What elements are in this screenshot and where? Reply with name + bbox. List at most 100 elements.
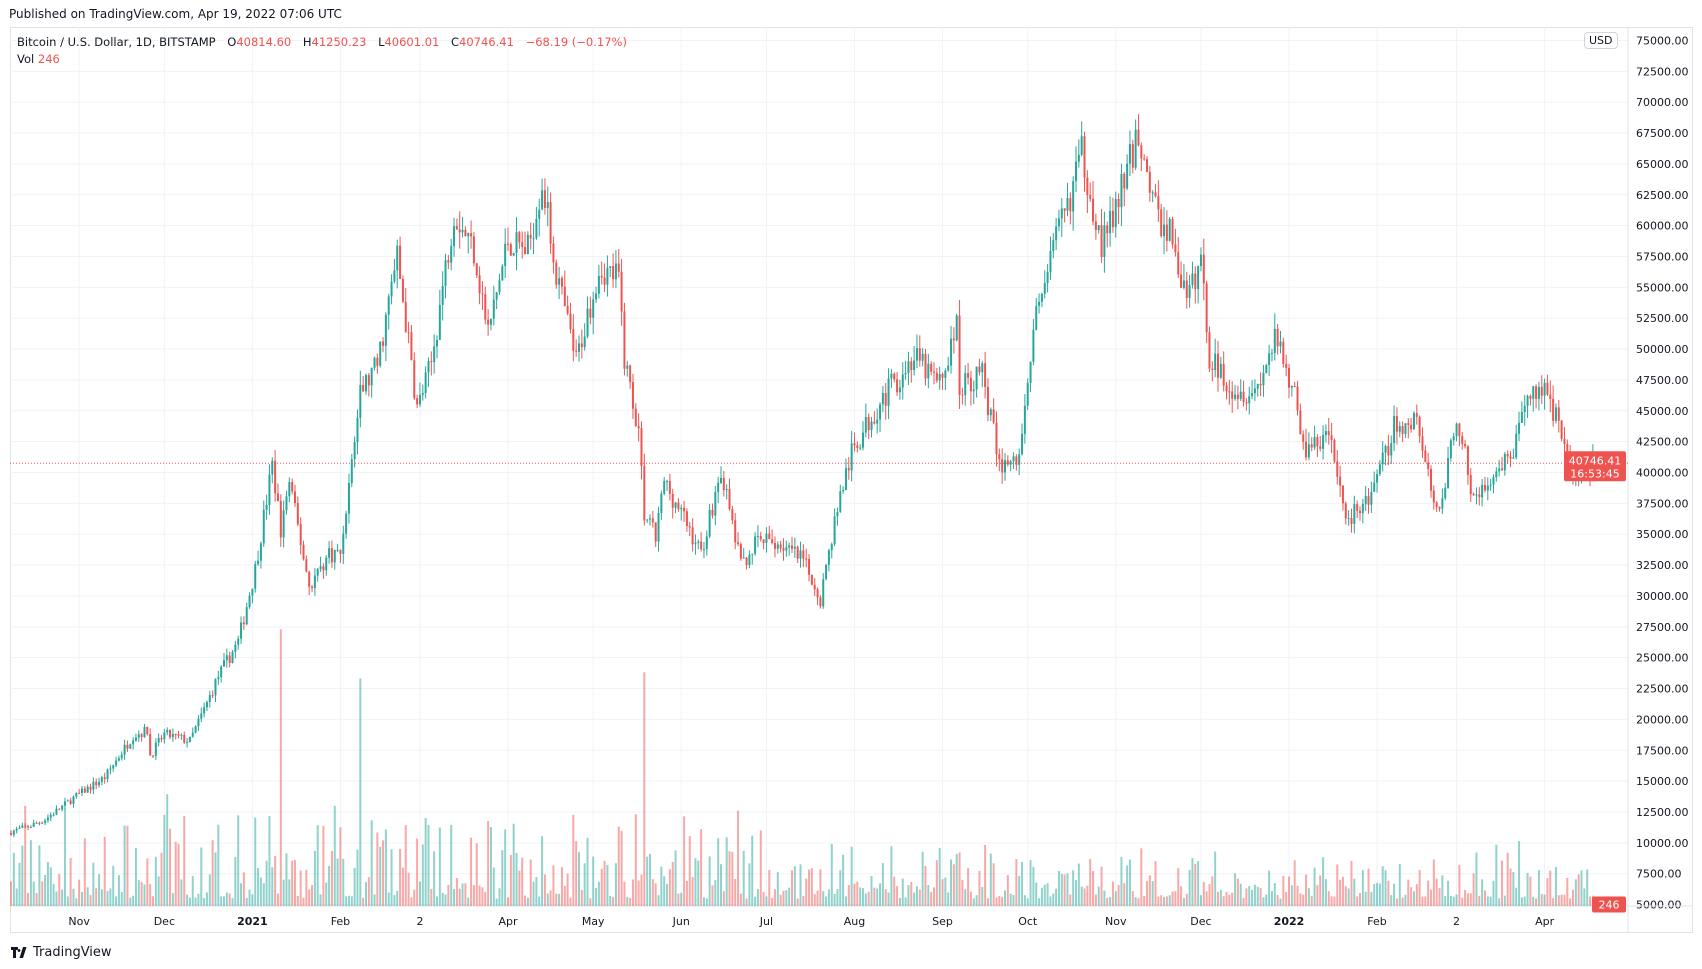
candle-body	[132, 740, 135, 745]
volume-bar	[751, 835, 754, 906]
candle-body	[1415, 413, 1418, 417]
volume-bar	[992, 863, 995, 906]
volume-bar	[27, 892, 30, 906]
volume-bar	[1109, 897, 1112, 906]
candle-body	[1384, 445, 1387, 453]
volume-bar	[424, 818, 427, 906]
candle-body	[1077, 154, 1080, 162]
volume-bar	[1481, 879, 1484, 906]
volume-bar	[1276, 895, 1279, 906]
candle-body	[134, 737, 137, 741]
candle-body	[1549, 394, 1552, 399]
volume-bar	[830, 843, 833, 906]
candle-body	[515, 232, 518, 254]
volume-bar	[1427, 880, 1430, 906]
volume-bar	[1251, 889, 1254, 906]
volume-bar	[1330, 896, 1333, 906]
volume-bar	[1043, 884, 1046, 906]
candle-body	[492, 299, 495, 319]
candle-body	[1174, 244, 1177, 253]
candle-body	[569, 313, 572, 330]
volume-bar	[1055, 888, 1058, 906]
volume-bar	[1217, 891, 1219, 906]
volume-bar	[1239, 883, 1242, 906]
volume-bar	[200, 847, 203, 906]
candle-body	[44, 820, 47, 823]
candle-body	[339, 549, 342, 554]
currency-button[interactable]: USD	[1584, 32, 1618, 49]
candle-body	[1043, 283, 1046, 294]
volume-bar	[1381, 866, 1384, 906]
volume-bar	[782, 890, 785, 906]
high-value: 41250.23	[311, 35, 367, 49]
candle-body	[1503, 454, 1506, 471]
volume-bar	[847, 885, 850, 906]
volume-bar	[458, 888, 461, 906]
volume-bar	[174, 841, 177, 906]
candle-body	[986, 386, 989, 416]
volume-bar	[421, 844, 424, 906]
candle-body	[311, 586, 314, 589]
volume-bar	[1506, 852, 1509, 906]
candle-body	[1140, 145, 1143, 159]
candle-body	[802, 550, 805, 559]
candle-body	[24, 825, 27, 827]
change-value: −68.19 (−0.17%)	[525, 35, 627, 49]
volume-bar	[791, 870, 793, 906]
candle-body	[259, 543, 262, 561]
candle-body	[680, 507, 683, 510]
candle-body	[674, 502, 677, 508]
volume-bar	[822, 891, 825, 906]
candle-body	[660, 493, 663, 514]
candle-body	[487, 319, 490, 325]
volume-bar	[171, 893, 174, 906]
candle-body	[1248, 396, 1251, 404]
candle-body	[410, 332, 413, 361]
candle-body	[1015, 456, 1018, 465]
price-tick-label: 40000.00	[1636, 467, 1689, 480]
volume-bar	[961, 879, 964, 906]
volume-bar	[1057, 871, 1060, 906]
volume-label[interactable]: Vol	[17, 52, 35, 66]
candle-body	[441, 285, 444, 305]
candle-body	[299, 524, 302, 545]
candle-body	[631, 382, 634, 409]
volume-bar	[964, 889, 967, 906]
volume-bar	[1140, 848, 1143, 906]
candle-body	[160, 737, 163, 740]
candle-body	[1066, 198, 1069, 211]
volume-bar	[1072, 870, 1075, 906]
symbol-title[interactable]: Bitcoin / U.S. Dollar, 1D, BITSTAMP	[17, 35, 216, 49]
candlestick-chart[interactable]: 75000.00 72500.00 70000.00 67500.00 65000.00…	[10, 27, 1693, 933]
time-tick-label: Aug	[844, 915, 865, 928]
volume-bar	[81, 891, 83, 906]
volume-bar	[759, 830, 762, 906]
volume-bar	[978, 870, 981, 906]
volume-bar	[984, 844, 987, 906]
candle-body	[1094, 221, 1097, 231]
volume-bar	[313, 850, 316, 906]
volume-bar	[495, 898, 498, 906]
candle-body	[606, 267, 609, 285]
price-tick-label: 52500.00	[1636, 312, 1689, 325]
volume-bar	[1012, 895, 1015, 906]
candle-body	[910, 361, 913, 371]
volume-bar	[1242, 897, 1245, 906]
candle-body	[626, 365, 629, 369]
candle-body	[827, 550, 830, 565]
price-tick-label: 70000.00	[1636, 96, 1689, 109]
volume-bar	[1327, 891, 1330, 906]
tradingview-logo[interactable]: TradingView	[11, 945, 112, 960]
candle-body	[345, 513, 348, 534]
candle-body	[935, 372, 938, 381]
volume-bar	[950, 859, 953, 906]
volume-bar	[194, 897, 197, 906]
volume-bar	[697, 860, 700, 906]
candle-body	[333, 549, 336, 563]
volume-bar	[512, 823, 515, 906]
candle-body	[1424, 450, 1427, 463]
volume-bar	[720, 864, 722, 906]
candle-body	[319, 566, 322, 570]
candle-body	[819, 597, 822, 607]
candle-body	[1560, 420, 1563, 439]
